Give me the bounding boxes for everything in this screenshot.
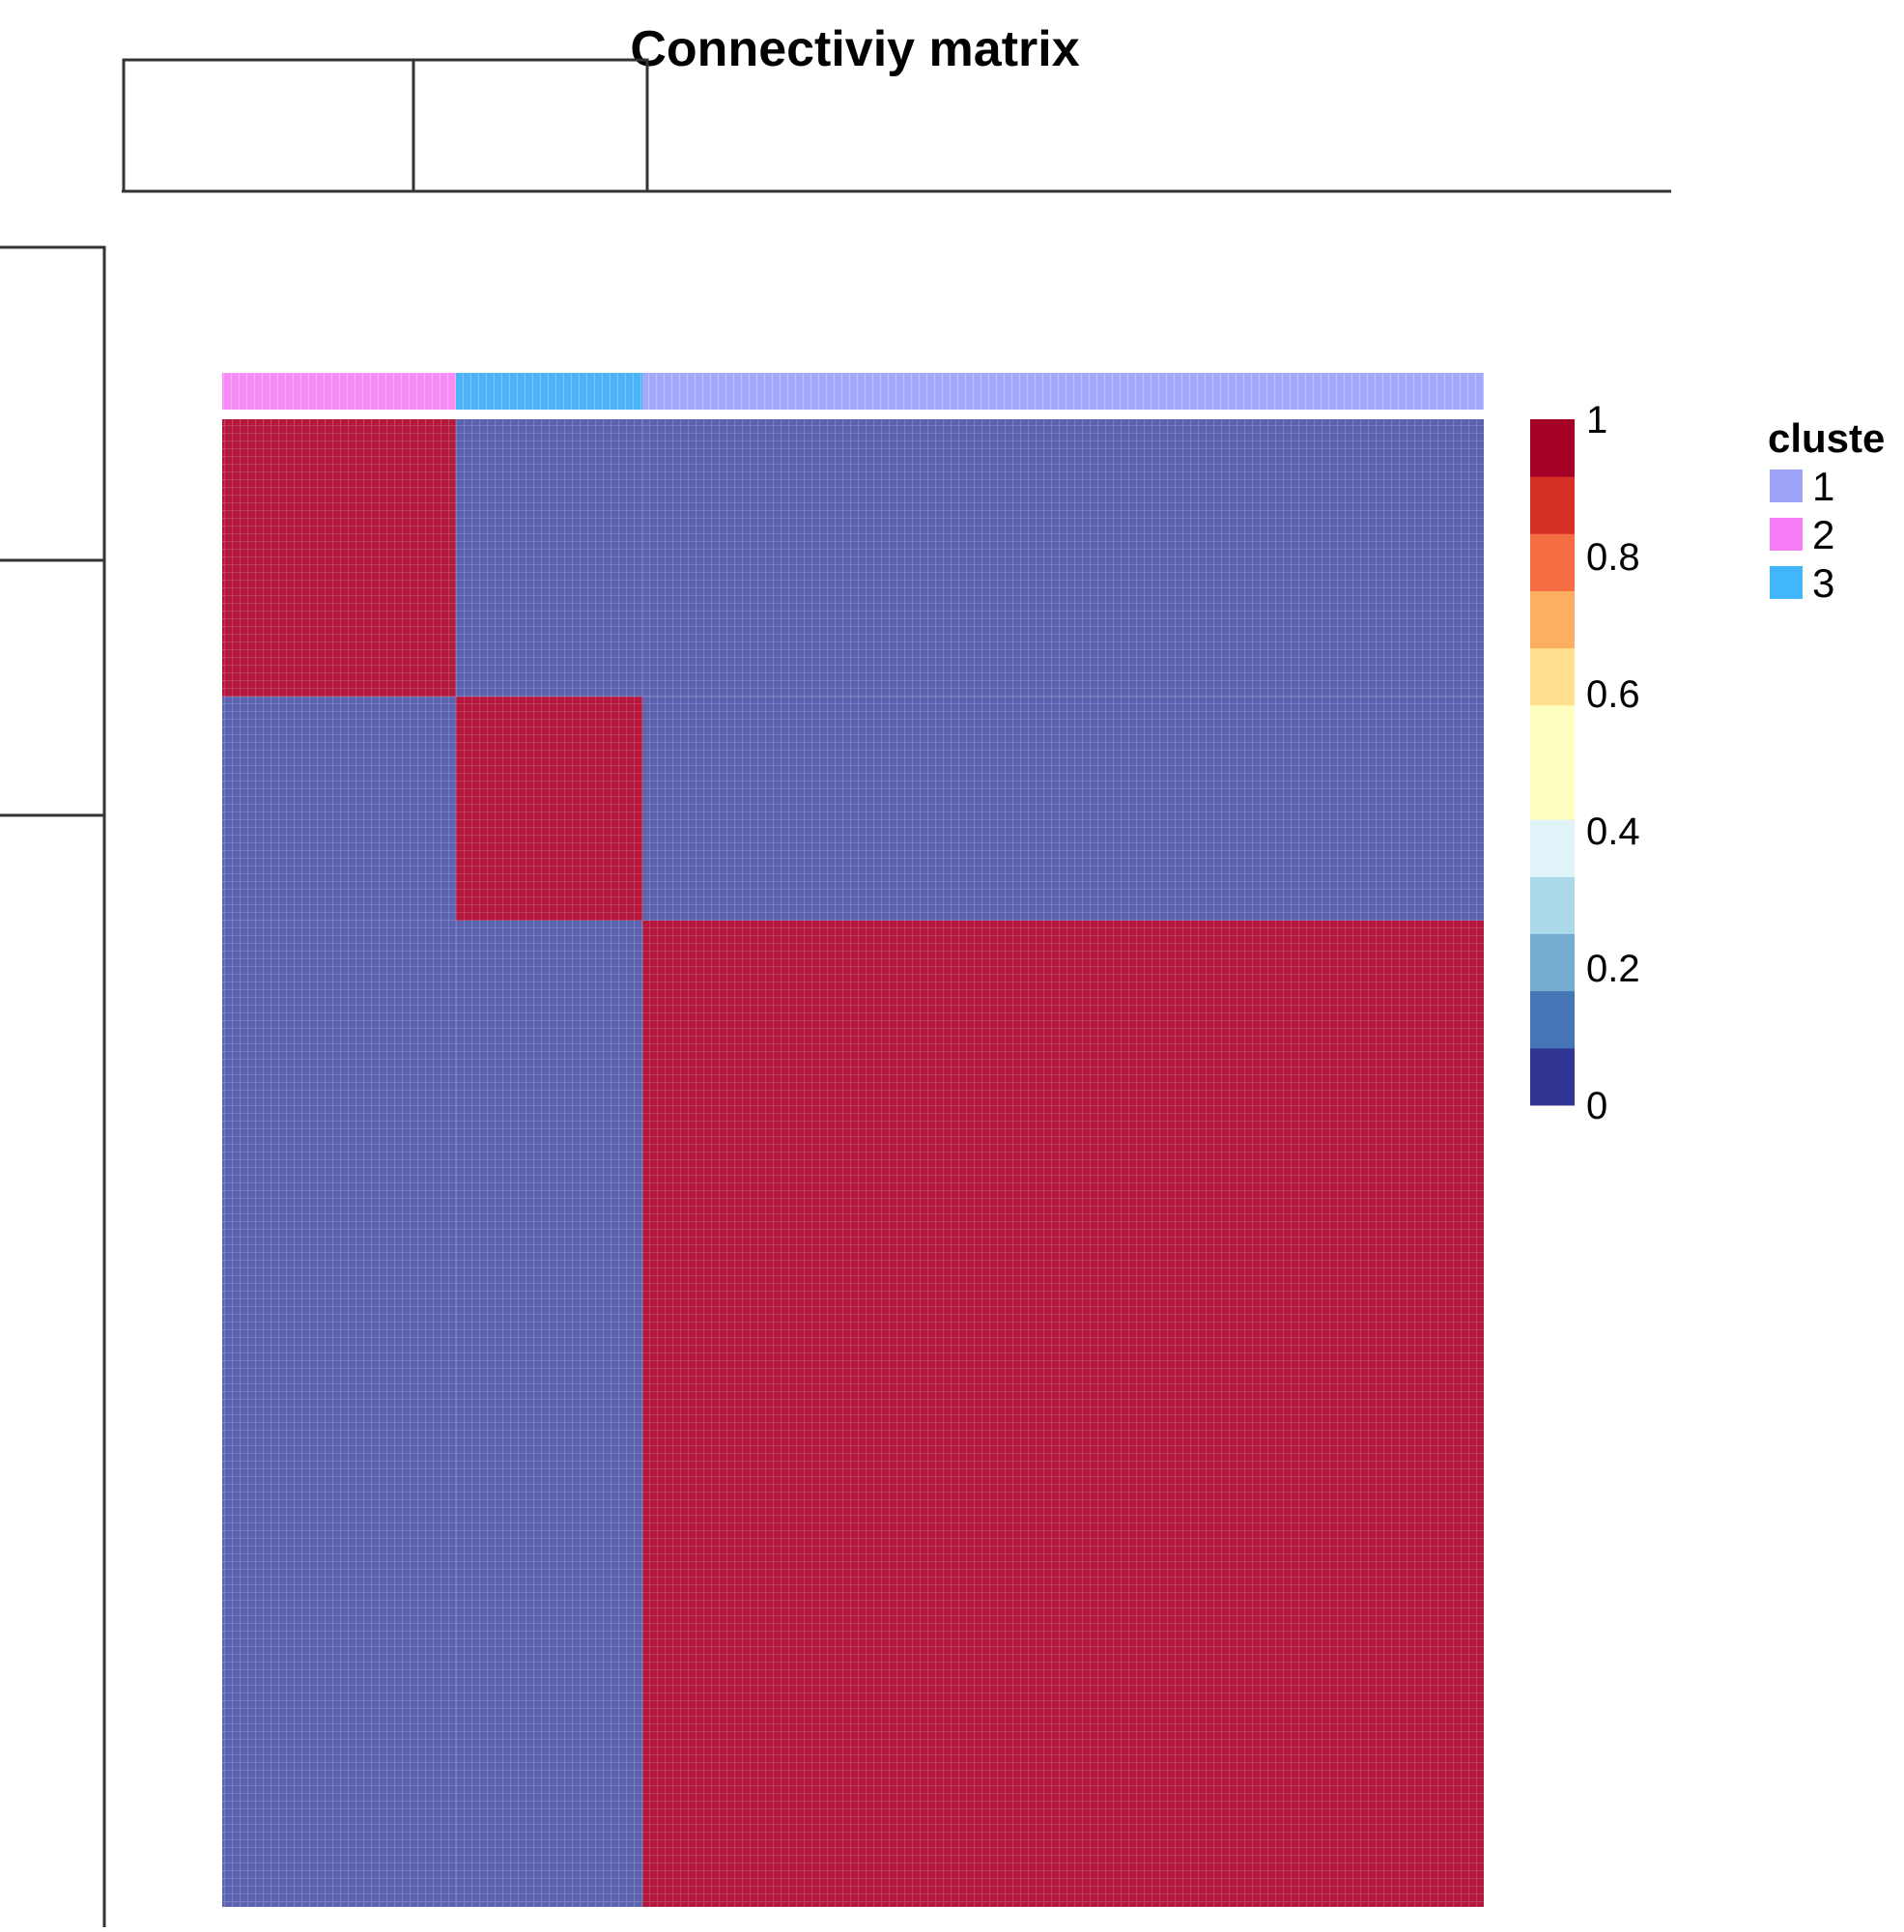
legend-label-cluster-1: 1 xyxy=(1812,464,1834,509)
colorbar-step xyxy=(1530,990,1575,1049)
colorbar-step xyxy=(1530,704,1575,763)
colorbar-step xyxy=(1530,419,1575,477)
legend-label-cluster-3: 3 xyxy=(1812,560,1834,606)
colorbar-step xyxy=(1530,1047,1575,1106)
colorbar-tick-label: 0.8 xyxy=(1586,536,1640,579)
colorbar-step xyxy=(1530,476,1575,534)
colorbar-step xyxy=(1530,819,1575,877)
row-dendrogram xyxy=(0,245,106,1927)
cluster-legend: cluste 123 xyxy=(1768,415,1885,606)
colorbar-step xyxy=(1530,876,1575,934)
annotation-grid-overlay xyxy=(222,373,1484,410)
row-dendrogram-branch xyxy=(0,245,106,1927)
legend-swatch-cluster-2 xyxy=(1770,518,1803,551)
legend-label-cluster-2: 2 xyxy=(1812,512,1834,557)
legend-title: cluste xyxy=(1768,415,1885,461)
colorbar-tick-label: 0.6 xyxy=(1586,673,1640,716)
column-dendrogram-branch xyxy=(122,58,415,191)
colorbar-tick-label: 0.2 xyxy=(1586,948,1640,990)
colorbar-step xyxy=(1530,590,1575,649)
column-dendrogram xyxy=(122,58,1671,193)
colorbar-step xyxy=(1530,533,1575,591)
colorbar-step xyxy=(1530,933,1575,992)
colorbar-tick-label: 0.4 xyxy=(1586,810,1640,853)
column-dendrogram-branch xyxy=(413,58,649,191)
heatmap-grid-overlay xyxy=(222,419,1484,1907)
colorbar-ticks: 0 0.2 0.4 0.6 0.8 1 xyxy=(1586,399,1640,1127)
colorbar-tick-label: 0 xyxy=(1586,1085,1607,1127)
colorbar-step xyxy=(1530,647,1575,706)
chart-title: Connectiviy matrix xyxy=(630,21,1079,77)
colorbar-step xyxy=(1530,762,1575,820)
colorbar-tick-label: 1 xyxy=(1586,399,1607,441)
colorbar xyxy=(1530,419,1575,1106)
legend-swatch-cluster-1 xyxy=(1770,469,1803,502)
legend-swatch-cluster-3 xyxy=(1770,566,1803,599)
